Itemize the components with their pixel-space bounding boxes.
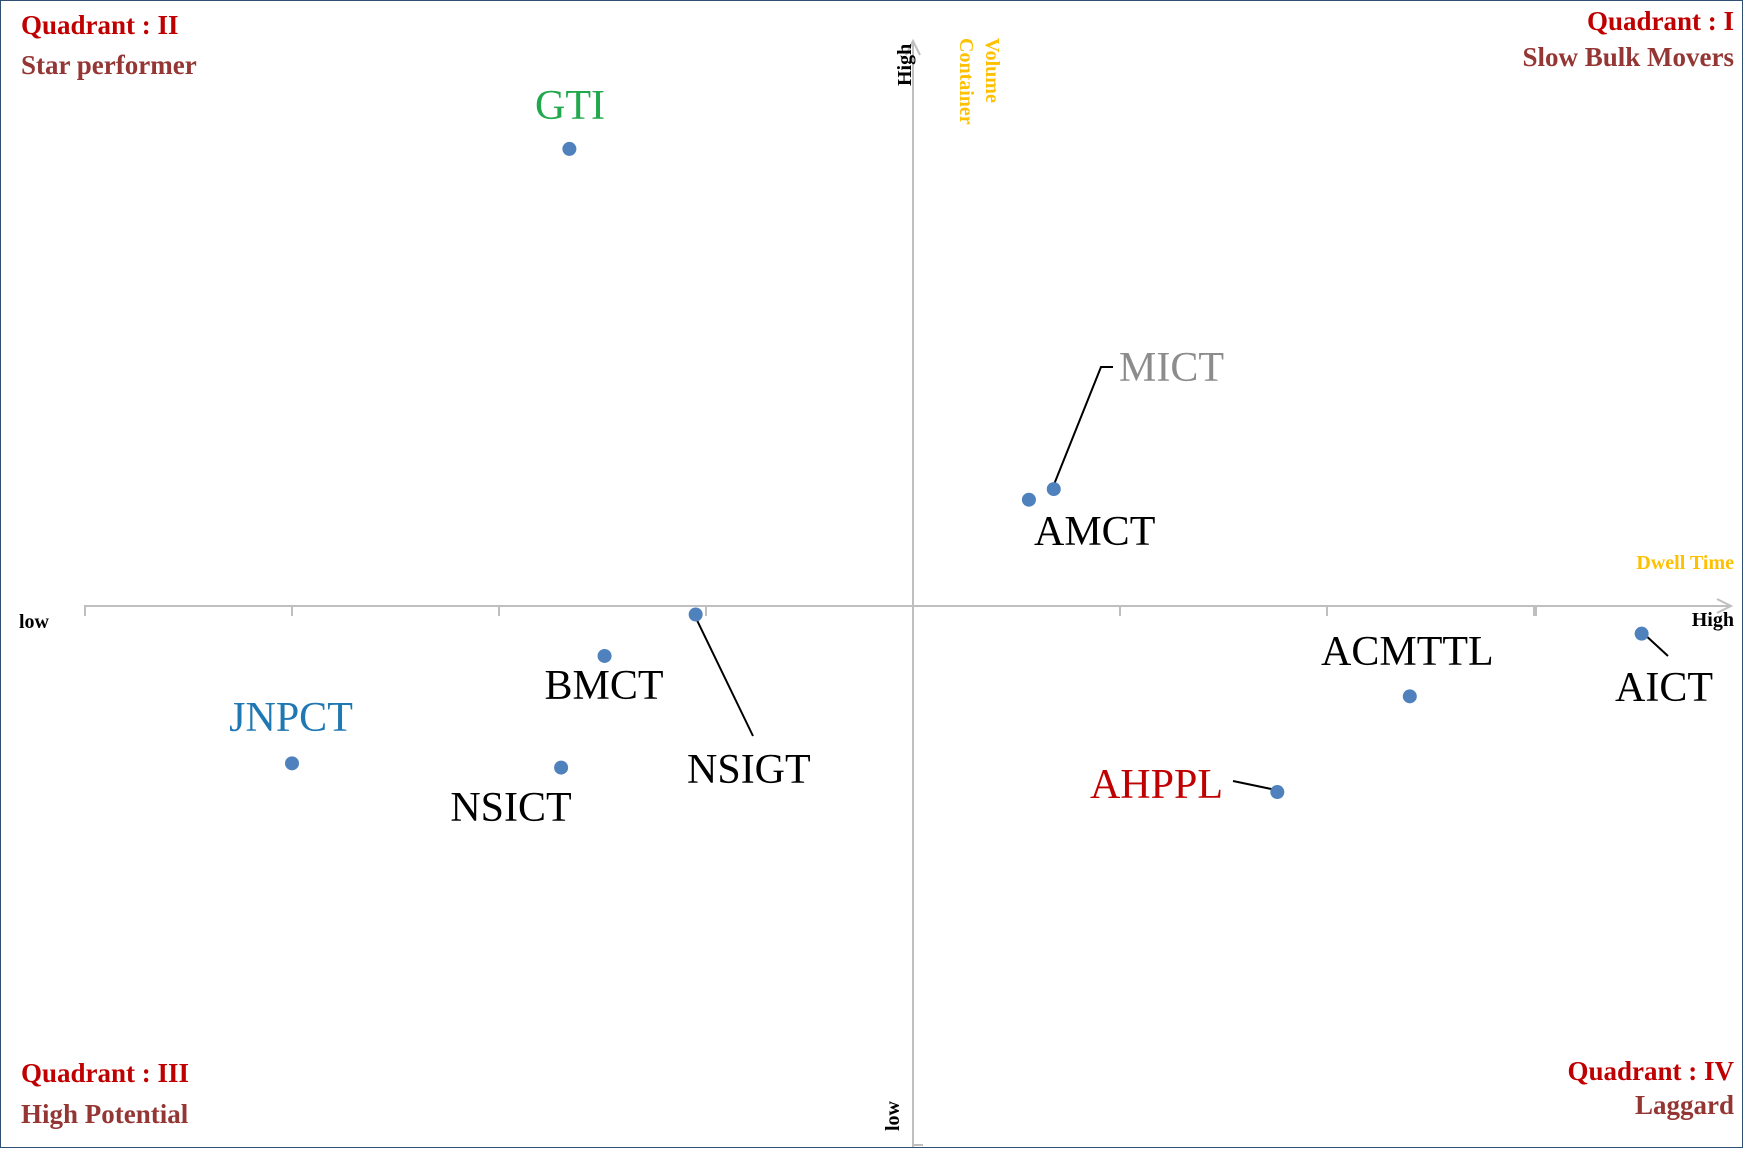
data-point [1634,626,1649,641]
data-point-label: MICT [1119,345,1224,391]
data-point-label: AICT [1615,665,1713,711]
data-point [1270,785,1285,800]
data-point-label: BMCT [544,663,663,709]
x-axis-title: Dwell Time [1636,552,1734,574]
data-label-leader-line [1052,366,1113,488]
quadrant-title: Quadrant : II [21,10,179,40]
data-point-label: AHPPL [1090,762,1223,808]
quadrant-title: Quadrant : III [21,1058,189,1088]
data-point [688,607,703,622]
data-point-label: GTI [535,83,605,129]
quadrant-subtitle: Laggard [1635,1090,1734,1120]
data-point-label: NSIGT [687,747,811,793]
data-point-label: AMCT [1034,509,1155,555]
y-axis-title-line: Container [955,38,977,125]
data-point [562,141,577,156]
data-point [1046,482,1061,497]
quadrant-subtitle: Slow Bulk Movers [1522,42,1734,72]
y-axis-title-line: Volume [981,38,1003,103]
data-label-leader-line [693,613,754,737]
data-point-label: ACMTTL [1321,629,1494,675]
data-point [1402,689,1417,704]
quadrant-subtitle: Star performer [21,50,197,80]
x-axis-high-label: High [1692,609,1734,631]
data-point-label: NSICT [450,785,571,831]
y-axis-high-label: High [894,44,916,86]
data-point-label: JNPCT [229,695,353,741]
data-point [285,756,299,771]
quadrant-title: Quadrant : I [1587,6,1734,36]
data-point [554,760,569,775]
quadrant-title: Quadrant : IV [1567,1056,1734,1086]
data-label-leader-line [1232,780,1277,791]
data-point [597,648,612,663]
x-axis-low-label: low [19,611,50,633]
data-point [1021,492,1036,507]
x-axis-arrow [1716,598,1734,614]
y-axis-arrow [905,38,921,56]
y-axis-low-label: low [882,1100,904,1131]
quadrant-subtitle: High Potential [21,1099,189,1129]
